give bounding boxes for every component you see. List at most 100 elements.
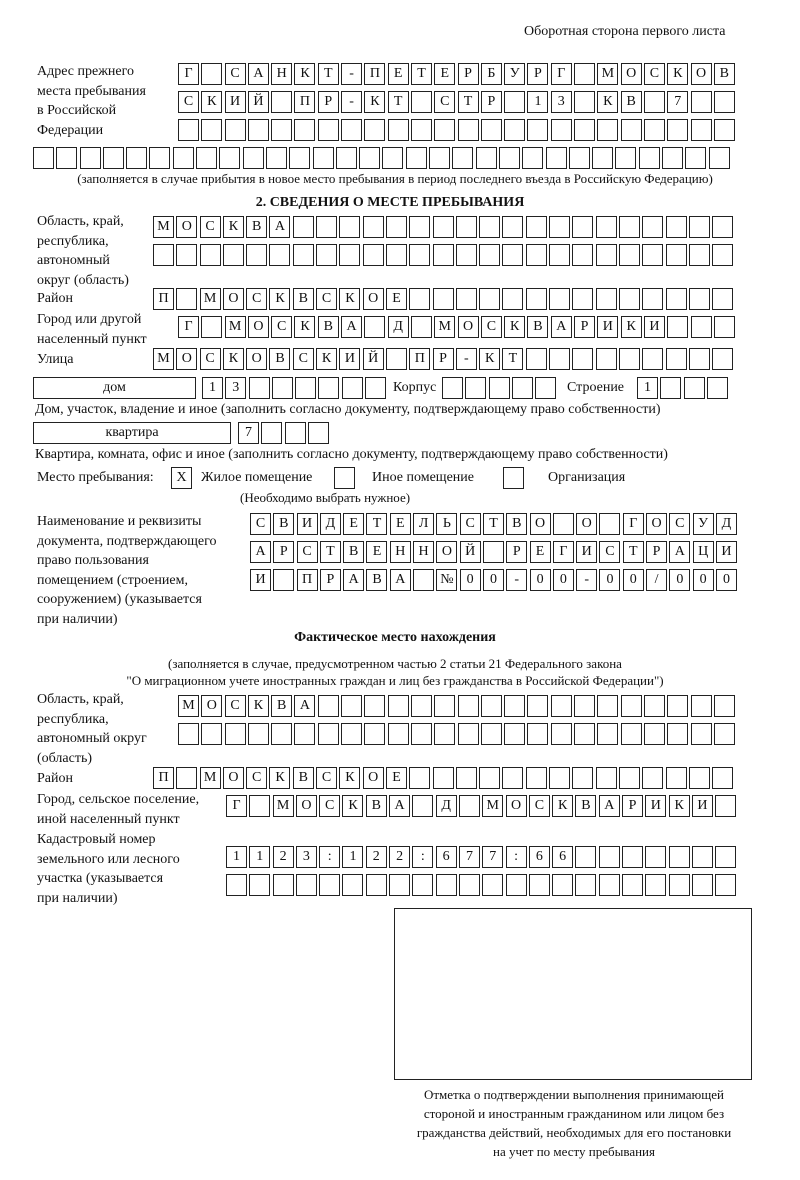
char-cell[interactable]: [550, 119, 572, 141]
char-cell[interactable]: [455, 216, 477, 238]
char-cell[interactable]: [668, 846, 690, 868]
char-cell[interactable]: К: [668, 795, 690, 817]
char-cell[interactable]: Е: [529, 541, 551, 563]
char-cell[interactable]: С: [434, 91, 456, 113]
char-cell[interactable]: Г: [552, 541, 574, 563]
char-cell[interactable]: [688, 348, 710, 370]
char-cell[interactable]: Т: [410, 63, 432, 85]
char-cell[interactable]: [715, 874, 737, 896]
char-cell[interactable]: [413, 569, 435, 591]
char-cell[interactable]: [712, 216, 734, 238]
char-cell[interactable]: [502, 288, 524, 310]
char-cell[interactable]: Р: [622, 795, 644, 817]
char-cell[interactable]: [552, 513, 574, 535]
char-cell[interactable]: [410, 723, 432, 745]
char-cell[interactable]: [525, 244, 547, 266]
char-cell[interactable]: К: [552, 795, 574, 817]
char-cell[interactable]: Г: [622, 513, 644, 535]
char-cell[interactable]: И: [224, 91, 246, 113]
char-cell[interactable]: П: [153, 767, 174, 789]
char-cell[interactable]: [685, 147, 707, 169]
char-cell[interactable]: [410, 119, 432, 141]
char-cell[interactable]: [455, 244, 477, 266]
char-cell[interactable]: 1: [249, 846, 271, 868]
char-cell[interactable]: [457, 119, 479, 141]
char-cell[interactable]: 2: [365, 846, 387, 868]
char-cell[interactable]: [434, 119, 456, 141]
char-cell[interactable]: О: [295, 795, 317, 817]
char-cell[interactable]: Т: [366, 513, 388, 535]
char-cell[interactable]: У: [504, 63, 526, 85]
char-cell[interactable]: [33, 147, 54, 169]
char-cell[interactable]: К: [294, 316, 316, 338]
char-cell[interactable]: [638, 147, 660, 169]
char-cell[interactable]: [434, 695, 456, 717]
char-cell[interactable]: О: [646, 513, 668, 535]
char-cell[interactable]: [667, 119, 689, 141]
char-cell[interactable]: [572, 244, 594, 266]
char-cell[interactable]: [261, 422, 283, 444]
checkbox-other-premises[interactable]: [334, 467, 355, 489]
char-cell[interactable]: [226, 874, 247, 896]
char-cell[interactable]: [527, 119, 549, 141]
char-cell[interactable]: 7: [667, 91, 689, 113]
char-cell[interactable]: [595, 288, 617, 310]
house-type-field[interactable]: дом: [33, 377, 196, 399]
char-cell[interactable]: [410, 316, 432, 338]
char-cell[interactable]: [359, 147, 381, 169]
char-cell[interactable]: А: [250, 541, 271, 563]
char-cell[interactable]: [482, 541, 504, 563]
char-cell[interactable]: [549, 288, 571, 310]
char-cell[interactable]: [595, 348, 617, 370]
char-cell[interactable]: [387, 119, 409, 141]
char-cell[interactable]: [272, 874, 294, 896]
char-cell[interactable]: [410, 91, 432, 113]
char-cell[interactable]: П: [296, 569, 318, 591]
char-cell[interactable]: Р: [319, 569, 341, 591]
char-cell[interactable]: [713, 316, 735, 338]
char-cell[interactable]: [525, 767, 547, 789]
char-cell[interactable]: [317, 695, 339, 717]
char-cell[interactable]: А: [389, 569, 411, 591]
char-cell[interactable]: [317, 119, 339, 141]
char-cell[interactable]: Р: [574, 316, 596, 338]
char-cell[interactable]: Ц: [692, 541, 714, 563]
char-cell[interactable]: С: [224, 63, 246, 85]
char-cell[interactable]: [316, 216, 338, 238]
char-cell[interactable]: А: [269, 216, 291, 238]
char-cell[interactable]: [598, 874, 620, 896]
char-cell[interactable]: П: [364, 63, 386, 85]
char-cell[interactable]: К: [342, 795, 364, 817]
char-cell[interactable]: 1: [637, 377, 658, 399]
char-cell[interactable]: [642, 288, 664, 310]
char-cell[interactable]: [387, 723, 409, 745]
char-cell[interactable]: [504, 723, 526, 745]
char-cell[interactable]: [488, 377, 510, 399]
char-cell[interactable]: В: [273, 513, 295, 535]
char-cell[interactable]: :: [319, 846, 341, 868]
char-cell[interactable]: В: [575, 795, 597, 817]
char-cell[interactable]: 3: [225, 377, 247, 399]
char-cell[interactable]: К: [479, 348, 501, 370]
char-cell[interactable]: [575, 846, 597, 868]
char-cell[interactable]: -: [576, 569, 598, 591]
previous-address-row-3[interactable]: [178, 119, 737, 141]
char-cell[interactable]: [382, 147, 404, 169]
char-cell[interactable]: [479, 767, 501, 789]
char-cell[interactable]: Д: [387, 316, 409, 338]
stroenie-field[interactable]: 1: [637, 377, 730, 399]
char-cell[interactable]: [665, 288, 687, 310]
char-cell[interactable]: В: [292, 288, 314, 310]
char-cell[interactable]: [201, 119, 223, 141]
char-cell[interactable]: К: [667, 63, 689, 85]
char-cell[interactable]: [665, 244, 687, 266]
char-cell[interactable]: [432, 288, 454, 310]
char-cell[interactable]: [319, 874, 341, 896]
char-cell[interactable]: [316, 244, 338, 266]
char-cell[interactable]: [527, 723, 549, 745]
char-cell[interactable]: [595, 244, 617, 266]
